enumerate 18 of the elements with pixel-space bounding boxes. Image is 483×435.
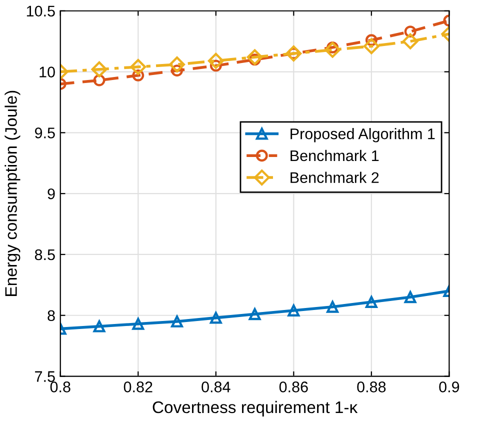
legend-label: Proposed Algorithm 1 — [290, 128, 435, 142]
x-tick-label: 0.86 — [279, 382, 308, 392]
x-tick-label: 0.84 — [202, 382, 230, 392]
y-tick-label: 10.5 — [26, 6, 55, 17]
y-tick-label: 10 — [40, 66, 55, 78]
x-tick-label: 0.88 — [357, 382, 386, 392]
y-tick-label: 9.5 — [34, 128, 55, 138]
y-tick-label: 8 — [48, 310, 55, 322]
y-tick-label: 8.5 — [34, 249, 55, 260]
x-tick-label: 0.8 — [50, 382, 70, 392]
x-tick-label: 0.9 — [439, 382, 460, 392]
y-axis-title: Energy consumption (Joule) — [4, 90, 20, 296]
x-axis-title: Covertness requirement 1-κ — [152, 400, 358, 416]
legend-label: Benchmark 1 — [290, 150, 379, 162]
y-tick-label: 7.5 — [35, 371, 55, 382]
legend-label: Benchmark 2 — [290, 172, 379, 184]
y-tick-label: 9 — [48, 188, 55, 200]
x-tick-label: 0.82 — [124, 382, 152, 392]
